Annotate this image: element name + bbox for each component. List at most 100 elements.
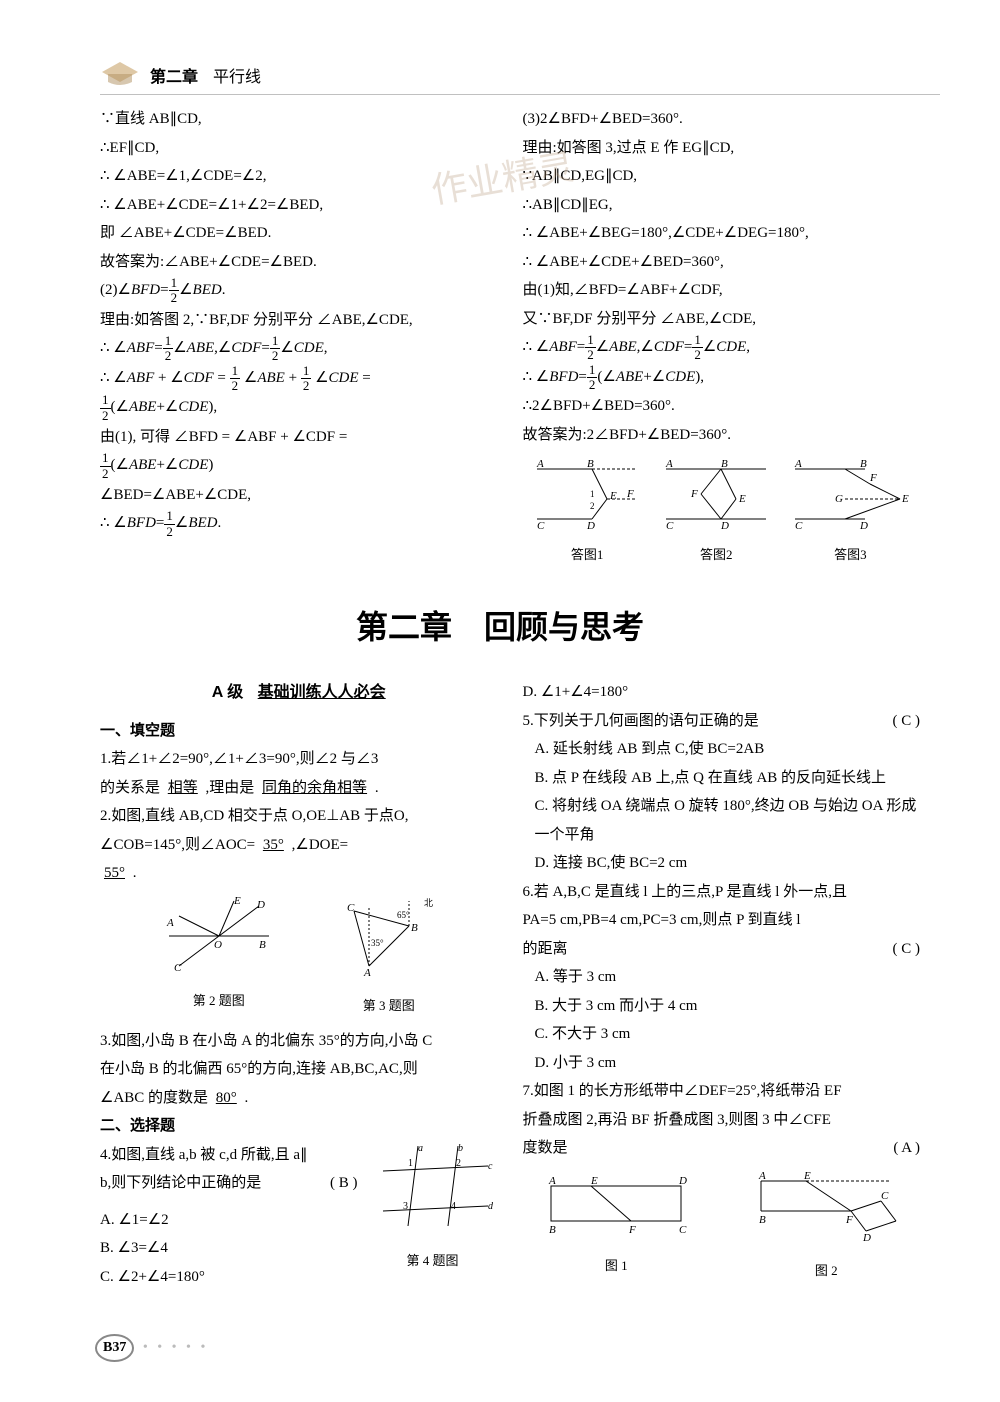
q4-figure: a b c d 1 2 3 4 第 4 题图 [368, 1141, 498, 1274]
svg-text:F: F [845, 1214, 853, 1226]
question-7: 7.如图 1 的长方形纸带中∠DEF=25°,将纸带沿 EF 折叠成图 2,再沿… [523, 1077, 921, 1284]
choice-answer: ( C ) [893, 935, 921, 964]
chapter-topic: 平行线 [213, 63, 261, 87]
svg-text:D: D [678, 1175, 687, 1187]
q-text: 的关系是 相等 ,理由是 同角的余角相等 . [100, 774, 498, 803]
svg-text:北: 北 [424, 898, 433, 908]
q2-q3-figures: A B C D E O 第 2 题图 A B C [100, 896, 498, 1019]
svg-text:C: C [666, 520, 674, 529]
question-4: 4.如图,直线 a,b 被 c,d 所截,且 a∥ b,则下列结论中正确的是 (… [100, 1141, 498, 1292]
answer: 同角的余角相等 [258, 780, 371, 796]
q-text: PA=5 cm,PB=4 cm,PC=3 cm,则点 P 到直线 l [523, 906, 921, 935]
svg-text:a: a [418, 1143, 423, 1154]
proof-line: 理由:如答图 2,∵BF,DF 分别平分 ∠ABE,∠CDE, [100, 306, 498, 335]
svg-text:A: A [166, 917, 174, 929]
fig-label: 第 2 题图 [159, 989, 279, 1014]
q-text: 6.若 A,B,C 是直线 l 上的三点,P 是直线 l 外一点,且 [523, 878, 921, 907]
svg-text:1: 1 [590, 489, 595, 499]
svg-text:A: A [794, 459, 802, 470]
proof-line: ∴EF∥CD, [100, 134, 498, 163]
page-number: B37 • • • • • [95, 1334, 208, 1362]
svg-text:E: E [901, 493, 909, 505]
svg-text:F: F [869, 472, 877, 484]
svg-text:C: C [795, 520, 803, 529]
question-6: 6.若 A,B,C 是直线 l 上的三点,P 是直线 l 外一点,且 PA=5 … [523, 878, 921, 1078]
q-text: 2.如图,直线 AB,CD 相交于点 O,OE⊥AB 于点O, [100, 802, 498, 831]
svg-text:F: F [626, 488, 634, 500]
svg-text:D: D [862, 1232, 871, 1244]
svg-text:F: F [690, 488, 698, 500]
q3-figure: A B C 北 65° 35° 第 3 题图 [339, 896, 439, 1019]
q-text: 4.如图,直线 a,b 被 c,d 所截,且 a∥ [100, 1141, 358, 1170]
proof-line: ∵AB∥CD,EG∥CD, [523, 162, 921, 191]
q2-figure: A B C D E O 第 2 题图 [159, 896, 279, 1019]
proof-line: ∴ ∠ABE+∠BEG=180°,∠CDE+∠DEG=180°, [523, 219, 921, 248]
opt: A. 延长射线 AB 到点 C,使 BC=2AB [535, 735, 921, 764]
svg-text:A: A [363, 967, 371, 979]
svg-text:65°: 65° [397, 910, 410, 920]
q-text: 度数是 ( A ) [523, 1134, 921, 1163]
question-1: 1.若∠1+∠2=90°,∠1+∠3=90°,则∠2 与∠3 的关系是 相等 ,… [100, 745, 498, 802]
q-text: 在小岛 B 的北偏西 65°的方向,连接 AB,BC,AC,则 [100, 1055, 498, 1084]
svg-text:A: A [665, 459, 673, 470]
svg-text:A: A [548, 1175, 556, 1187]
svg-text:E: E [738, 493, 746, 505]
svg-text:G: G [835, 493, 843, 505]
answer: 55° [100, 865, 129, 881]
page-dots: • • • • • [143, 1340, 209, 1355]
proof-line: ∴2∠BFD+∠BED=360°. [523, 392, 921, 421]
svg-text:D: D [859, 520, 868, 529]
diagram-label: 答图2 [661, 543, 771, 568]
q-text: 7.如图 1 的长方形纸带中∠DEF=25°,将纸带沿 EF [523, 1077, 921, 1106]
svg-text:A: A [536, 459, 544, 470]
proof-line: ∴ ∠BFD=12∠BED. [100, 509, 498, 539]
opt: B. 大于 3 cm 而小于 4 cm [535, 992, 921, 1021]
proof-line: 即 ∠ABE+∠CDE=∠BED. [100, 219, 498, 248]
exercises-right: D. ∠1+∠4=180° 5.下列关于几何画图的语句正确的是 ( C ) A.… [523, 678, 921, 1292]
answer: 相等 [164, 780, 202, 796]
svg-text:3: 3 [403, 1201, 408, 1212]
choice-answer: ( A ) [893, 1134, 920, 1163]
opt: A. 等于 3 cm [535, 963, 921, 992]
proof-line: ∴ ∠ABF + ∠CDF = 12 ∠ABE + 12 ∠CDE = [100, 364, 498, 394]
choice-header: 二、选择题 [100, 1112, 498, 1141]
proof-line: 理由:如答图 3,过点 E 作 EG∥CD, [523, 134, 921, 163]
svg-text:D: D [720, 520, 729, 529]
svg-text:C: C [537, 520, 545, 529]
q-text: 55° . [100, 859, 498, 888]
svg-text:C: C [679, 1224, 687, 1236]
svg-text:35°: 35° [371, 938, 384, 948]
q7-fig2: A E B F C D 图 2 [751, 1171, 901, 1284]
proof-line: ∴ ∠ABF=12∠ABE,∠CDF=12∠CDE, [100, 334, 498, 364]
header-divider [100, 94, 940, 95]
proof-line: ∠BED=∠ABE+∠CDE, [100, 481, 498, 510]
opt: A. ∠1=∠2 [100, 1206, 358, 1235]
q-text: 的距离 ( C ) [523, 935, 921, 964]
proof-line: (2)∠BFD=12∠BED. [100, 276, 498, 306]
svg-text:E: E [609, 490, 617, 502]
fig-label: 图 1 [541, 1254, 691, 1279]
page-header: 第二章 平行线 [0, 0, 1000, 95]
choice-answer: ( B ) [330, 1169, 358, 1198]
q-text: ∠COB=145°,则∠AOC= 35° ,∠DOE= [100, 831, 498, 860]
diagram-3: A B C D E F G 答图3 [790, 459, 910, 567]
svg-text:C: C [881, 1190, 889, 1202]
svg-text:B: B [587, 459, 594, 470]
proof-line: 12(∠ABE+∠CDE) [100, 451, 498, 481]
q-text: 5.下列关于几何画图的语句正确的是 ( C ) [523, 707, 921, 736]
diagram-2: A B C D E F 答图2 [661, 459, 771, 567]
svg-text:B: B [721, 459, 728, 470]
exercises-content: A 级 基础训练人人必会 一、填空题 1.若∠1+∠2=90°,∠1+∠3=90… [0, 668, 1000, 1302]
exercises-left: A 级 基础训练人人必会 一、填空题 1.若∠1+∠2=90°,∠1+∠3=90… [100, 678, 498, 1292]
svg-text:E: E [233, 896, 241, 907]
proof-line: 由(1), 可得 ∠BFD = ∠ABF + ∠CDF = [100, 423, 498, 452]
diagram-1: A B C D E F 1 2 答图1 [532, 459, 642, 567]
svg-text:b: b [458, 1143, 463, 1154]
svg-text:A: A [758, 1171, 766, 1182]
fig-label: 第 3 题图 [339, 994, 439, 1019]
opt: D. 小于 3 cm [535, 1049, 921, 1078]
question-3: 3.如图,小岛 B 在小岛 A 的北偏东 35°的方向,小岛 C 在小岛 B 的… [100, 1027, 498, 1113]
q7-figures: A E D B F C 图 1 [523, 1171, 921, 1284]
q7-fig1: A E D B F C 图 1 [541, 1171, 691, 1284]
svg-text:B: B [411, 922, 418, 934]
